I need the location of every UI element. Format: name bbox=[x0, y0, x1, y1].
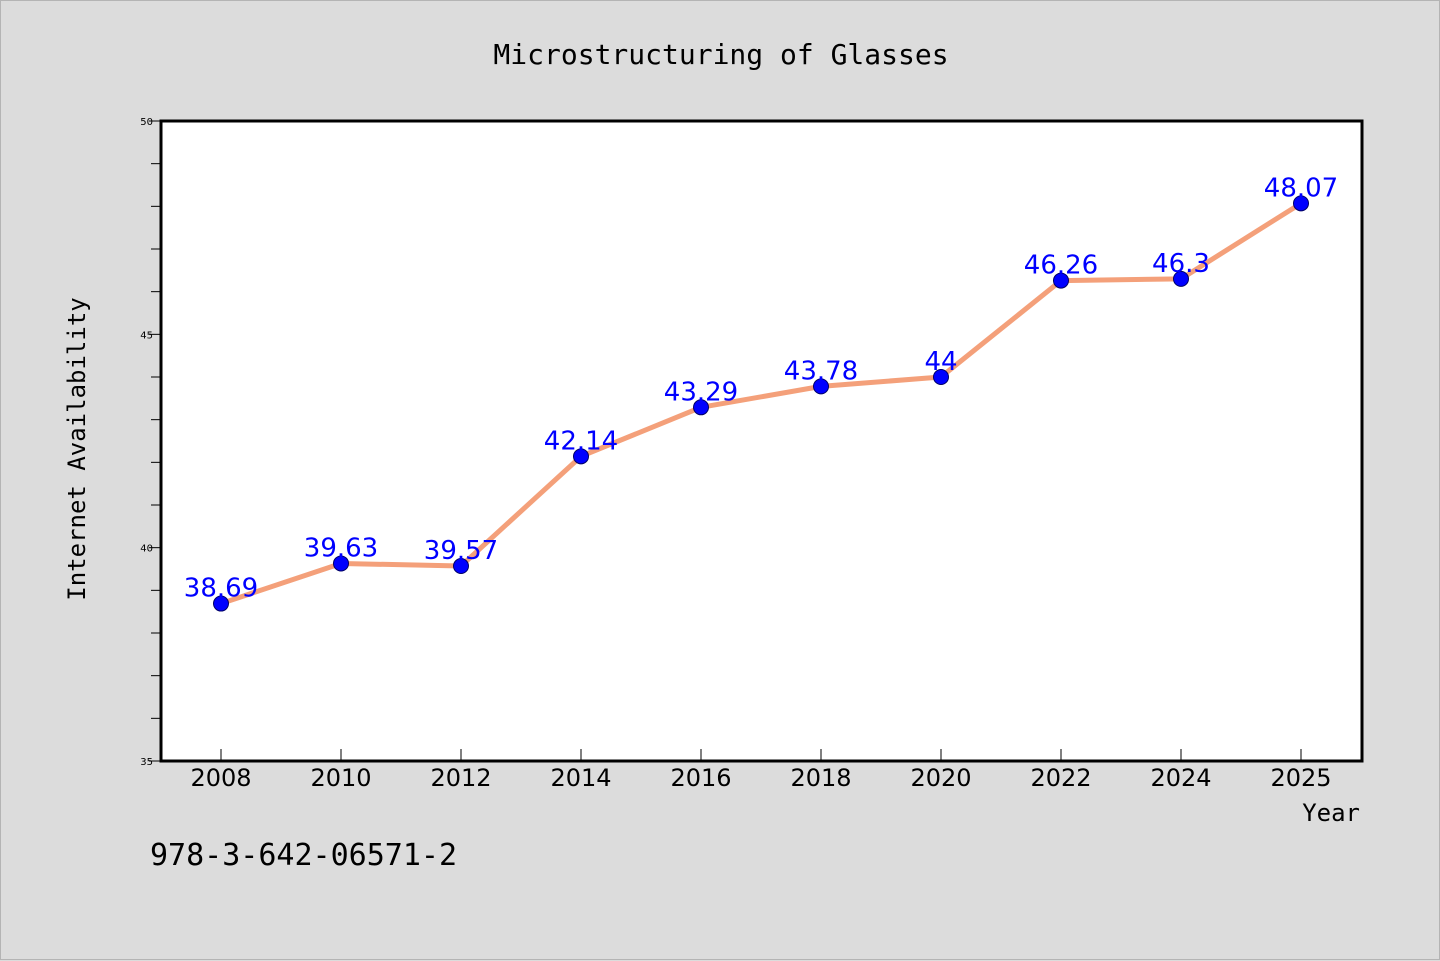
data-point bbox=[333, 555, 349, 572]
y-tick-label: 50 bbox=[140, 117, 153, 128]
x-tick-label: 2008 bbox=[190, 764, 251, 792]
chart-title: Microstructuring of Glasses bbox=[493, 38, 948, 71]
data-point bbox=[1173, 270, 1189, 287]
data-label: 43.78 bbox=[784, 356, 858, 386]
y-axis-label: Internet Availability bbox=[63, 297, 91, 600]
x-tick-label: 2018 bbox=[790, 764, 851, 792]
x-tick-label: 2020 bbox=[910, 764, 971, 792]
data-point bbox=[1053, 272, 1069, 289]
y-tick-label: 45 bbox=[140, 330, 153, 341]
x-tick-label: 2025 bbox=[1270, 764, 1331, 792]
x-tick-label: 2010 bbox=[310, 764, 371, 792]
data-point bbox=[453, 558, 469, 575]
x-tick-label: 2022 bbox=[1030, 764, 1091, 792]
data-label: 39.57 bbox=[424, 536, 498, 566]
data-point bbox=[213, 595, 229, 612]
data-label: 46.26 bbox=[1024, 251, 1098, 281]
data-label: 42.14 bbox=[544, 426, 618, 456]
plot-area bbox=[159, 119, 1364, 763]
data-label: 39.63 bbox=[304, 533, 378, 563]
x-tick-label: 2024 bbox=[1150, 764, 1211, 792]
data-point bbox=[573, 448, 589, 465]
isbn-text: 978-3-642-06571-2 bbox=[150, 838, 457, 873]
data-label: 44 bbox=[924, 347, 957, 377]
y-tick-label: 40 bbox=[140, 544, 153, 555]
x-axis: 2008 2010 2012 2014 2016 2018 2020 2022 2024 2025 bbox=[190, 749, 1332, 792]
series-layer: 38.69 39.63 39.57 42.14 43.29 43.78 44 46.26 46.… bbox=[184, 173, 1338, 612]
x-tick-label: 2014 bbox=[550, 764, 611, 792]
x-tick-label: 2012 bbox=[430, 764, 491, 792]
x-axis-label: Year bbox=[1302, 799, 1360, 827]
data-point bbox=[933, 369, 949, 385]
series-line bbox=[218, 200, 1304, 607]
data-label: 38.69 bbox=[184, 574, 258, 604]
data-point bbox=[693, 399, 709, 416]
data-point bbox=[1293, 195, 1309, 212]
y-tick-label: 35 bbox=[140, 757, 153, 768]
data-label: 48.07 bbox=[1264, 173, 1338, 203]
data-label: 46.3 bbox=[1152, 249, 1210, 279]
y-axis: 35 40 45 50 bbox=[140, 117, 161, 768]
data-point bbox=[813, 378, 829, 395]
x-tick-label: 2016 bbox=[670, 764, 731, 792]
data-label: 43.29 bbox=[664, 377, 738, 407]
